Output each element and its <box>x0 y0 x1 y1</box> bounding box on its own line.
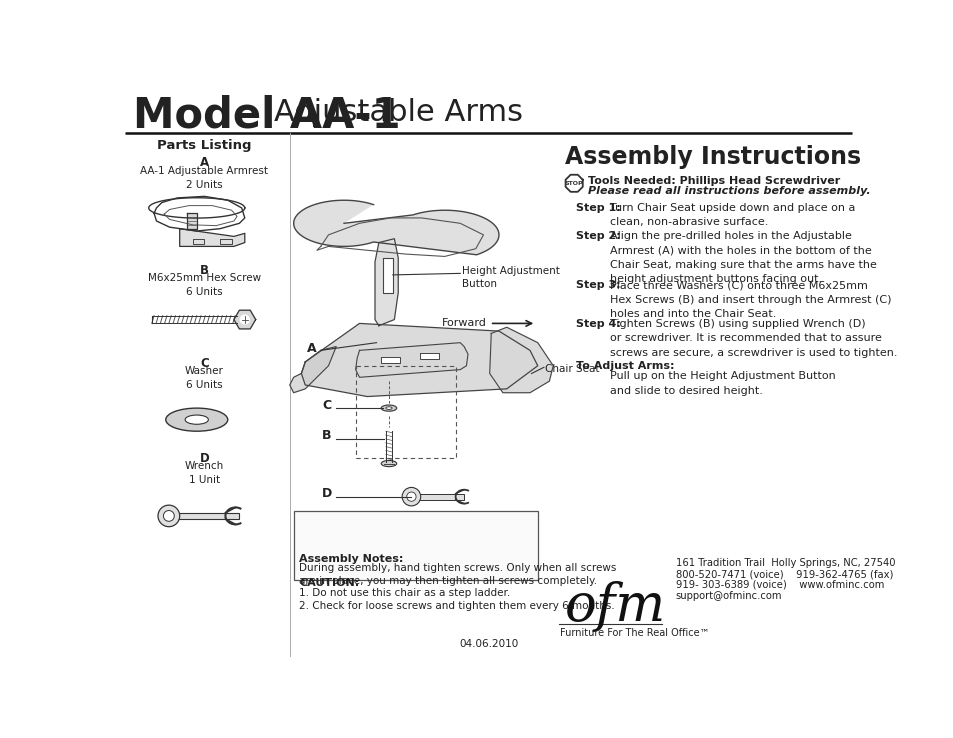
Text: Step 4:: Step 4: <box>576 319 620 329</box>
Text: 04.06.2010: 04.06.2010 <box>458 639 518 649</box>
Text: Washer
6 Units: Washer 6 Units <box>185 366 224 390</box>
Text: Height Adjustment
Button: Height Adjustment Button <box>461 266 559 289</box>
Text: C: C <box>200 356 209 370</box>
Polygon shape <box>489 327 553 393</box>
Text: D: D <box>199 452 209 465</box>
Text: 919- 303-6389 (voice)    www.ofminc.com: 919- 303-6389 (voice) www.ofminc.com <box>675 580 883 590</box>
Circle shape <box>240 315 249 324</box>
FancyBboxPatch shape <box>294 511 537 580</box>
Text: 161 Tradition Trail  Holly Springs, NC, 27540: 161 Tradition Trail Holly Springs, NC, 2… <box>675 558 894 568</box>
Text: Step 1:: Step 1: <box>576 202 620 213</box>
Text: Step 2:: Step 2: <box>576 231 620 241</box>
Text: Furniture For The Real Office™: Furniture For The Real Office™ <box>559 627 709 638</box>
Polygon shape <box>294 200 498 255</box>
Ellipse shape <box>381 405 396 411</box>
Text: During assembly, hand tighten screws. Only when all screws
are in place, you may: During assembly, hand tighten screws. On… <box>298 563 616 587</box>
Text: Parts Listing: Parts Listing <box>157 139 252 152</box>
Text: Tighten Screws (B) using supplied Wrench (D)
or screwdriver. It is recommended t: Tighten Screws (B) using supplied Wrench… <box>609 319 897 358</box>
Text: Assembly Instructions: Assembly Instructions <box>564 145 861 169</box>
Circle shape <box>163 511 174 521</box>
Text: B: B <box>322 430 332 442</box>
Text: Model AA-1: Model AA-1 <box>133 94 400 137</box>
Text: D: D <box>321 487 332 500</box>
Bar <box>166 513 239 519</box>
Bar <box>410 494 464 500</box>
Text: A: A <box>306 342 316 354</box>
Text: Forward: Forward <box>441 318 486 328</box>
Text: CAUTION:: CAUTION: <box>298 579 359 588</box>
Text: B: B <box>200 264 209 277</box>
Text: Assembly Notes:: Assembly Notes: <box>298 554 403 564</box>
Ellipse shape <box>166 408 228 431</box>
Text: Please read all instructions before assembly.: Please read all instructions before asse… <box>587 185 870 196</box>
Polygon shape <box>375 238 397 325</box>
Circle shape <box>158 505 179 527</box>
Text: Tools Needed: Phillips Head Screwdriver: Tools Needed: Phillips Head Screwdriver <box>587 176 840 185</box>
Text: STOP: STOP <box>564 181 583 186</box>
Text: To Adjust Arms:: To Adjust Arms: <box>576 361 675 371</box>
Polygon shape <box>290 347 335 393</box>
Text: M6x25mm Hex Screw
6 Units: M6x25mm Hex Screw 6 Units <box>148 273 261 297</box>
Text: Pull up on the Height Adjustment Button
and slide to desired height.: Pull up on the Height Adjustment Button … <box>609 371 835 396</box>
Text: Step 3:: Step 3: <box>576 280 620 290</box>
Text: Place three Washers (C) onto three M6x25mm
Hex Screws (B) and insert through the: Place three Washers (C) onto three M6x25… <box>609 280 890 319</box>
Text: Adjustable Arms: Adjustable Arms <box>274 98 522 127</box>
Circle shape <box>402 487 420 506</box>
Polygon shape <box>179 229 245 246</box>
Text: 1. Do not use this chair as a step ladder.
2. Check for loose screws and tighten: 1. Do not use this chair as a step ladde… <box>298 587 614 611</box>
Polygon shape <box>355 342 468 377</box>
Polygon shape <box>301 323 537 396</box>
Ellipse shape <box>381 461 396 466</box>
Ellipse shape <box>385 407 392 410</box>
Text: ofm: ofm <box>564 582 665 632</box>
Text: C: C <box>322 399 331 412</box>
Text: Chair Seat: Chair Seat <box>545 365 599 374</box>
Polygon shape <box>565 175 582 192</box>
Text: 800-520-7471 (voice)    919-362-4765 (fax): 800-520-7471 (voice) 919-362-4765 (fax) <box>675 569 892 579</box>
Polygon shape <box>187 213 196 229</box>
Circle shape <box>406 492 416 501</box>
Text: Wrench
1 Unit: Wrench 1 Unit <box>185 461 224 486</box>
Text: A: A <box>200 156 209 169</box>
Text: Align the pre-drilled holes in the Adjustable
Armrest (A) with the holes in the : Align the pre-drilled holes in the Adjus… <box>609 231 876 284</box>
Ellipse shape <box>185 415 208 424</box>
Text: support@ofminc.com: support@ofminc.com <box>675 590 781 601</box>
Text: Turn Chair Seat upside down and place on a
clean, non-abrasive surface.: Turn Chair Seat upside down and place on… <box>609 202 854 227</box>
Polygon shape <box>381 356 399 362</box>
Polygon shape <box>419 353 438 359</box>
Polygon shape <box>233 310 255 329</box>
Polygon shape <box>382 258 393 292</box>
Text: AA-1 Adjustable Armrest
2 Units: AA-1 Adjustable Armrest 2 Units <box>140 165 268 190</box>
